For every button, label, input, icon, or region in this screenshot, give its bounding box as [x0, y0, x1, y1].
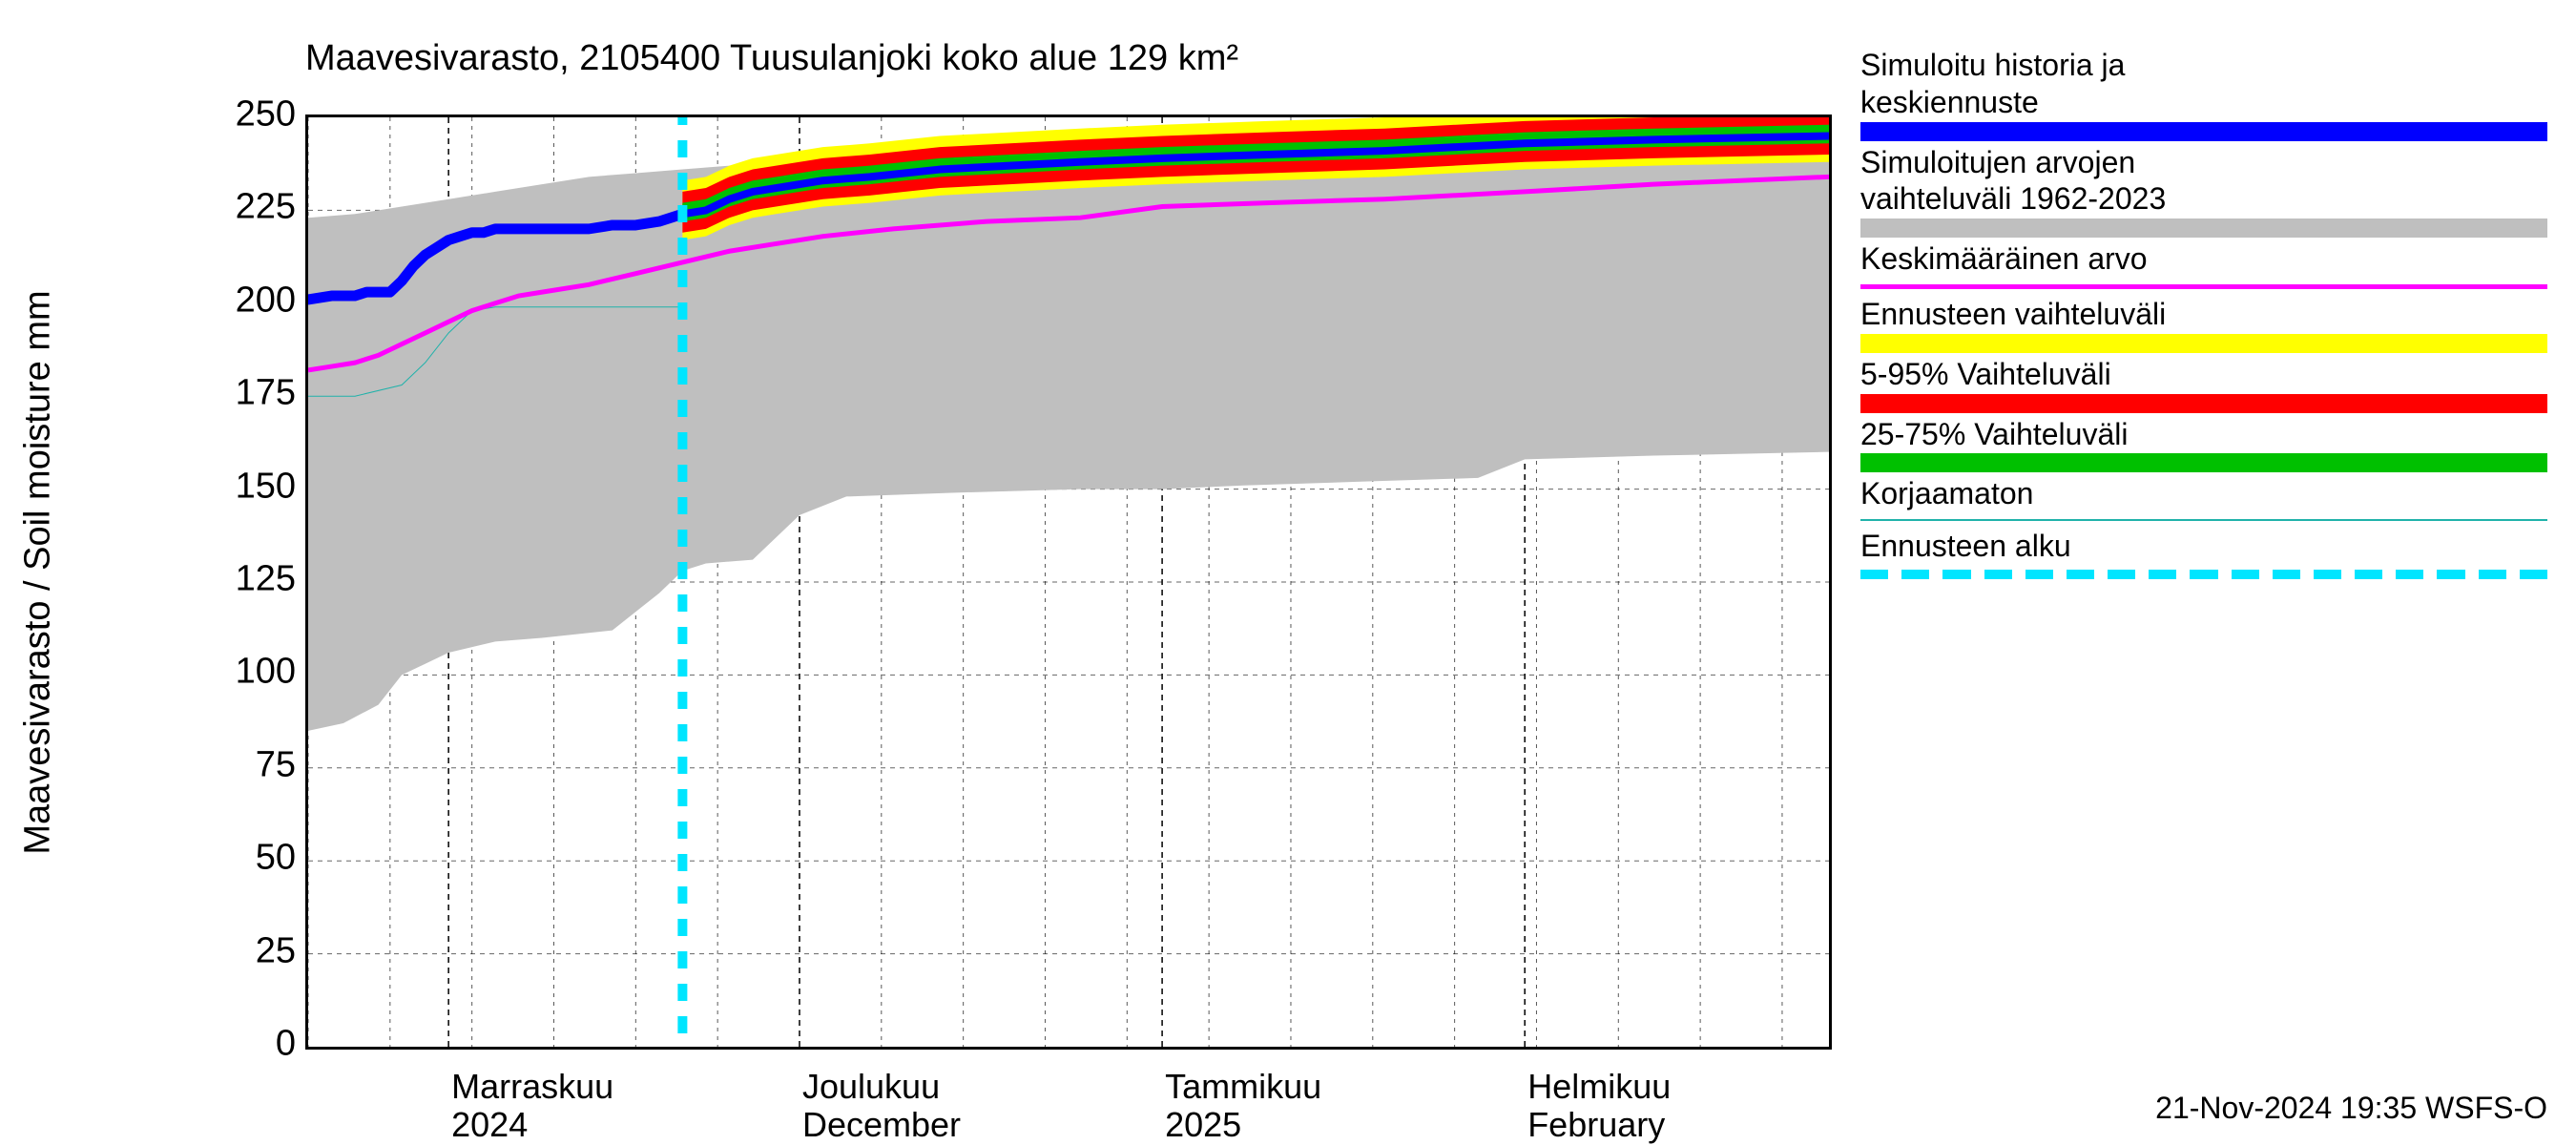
legend-entry: Ennusteen vaihteluväli [1860, 297, 2547, 353]
legend-entry: 5-95% Vaihteluväli [1860, 357, 2547, 413]
legend-text: 25-75% Vaihteluväli [1860, 417, 2547, 452]
x-month-sublabel: 2024 [451, 1105, 528, 1145]
legend-swatch [1860, 219, 2547, 238]
legend-text: Korjaamaton [1860, 476, 2547, 511]
y-tick-label: 0 [200, 1024, 296, 1065]
x-month-label: Joulukuu [802, 1067, 940, 1107]
x-month-sublabel: December [802, 1105, 961, 1145]
series-historical-band [308, 125, 1829, 731]
y-tick-label: 50 [200, 838, 296, 879]
y-tick-label: 25 [200, 930, 296, 971]
y-tick-label: 200 [200, 280, 296, 321]
legend-text: Simuloitujen arvojen [1860, 145, 2547, 180]
legend-text: 5-95% Vaihteluväli [1860, 357, 2547, 392]
y-tick-label: 75 [200, 744, 296, 785]
legend-text: Simuloitu historia ja [1860, 48, 2547, 83]
legend-entry: Korjaamaton [1860, 476, 2547, 521]
plot-area [305, 114, 1832, 1050]
legend-dashed [1860, 570, 2547, 579]
legend-swatch [1860, 394, 2547, 413]
legend-entry: 25-75% Vaihteluväli [1860, 417, 2547, 473]
legend: Simuloitu historia jakeskiennusteSimuloi… [1860, 48, 2547, 585]
y-tick-label: 175 [200, 373, 296, 414]
legend-entry: Ennusteen alku [1860, 529, 2547, 579]
y-tick-label: 150 [200, 466, 296, 507]
legend-text: keskiennuste [1860, 85, 2547, 120]
x-month-label: Tammikuu [1165, 1067, 1321, 1107]
legend-text: Ennusteen vaihteluväli [1860, 297, 2547, 332]
plot-svg [308, 117, 1829, 1047]
x-month-sublabel: 2025 [1165, 1105, 1241, 1145]
legend-text: Keskimääräinen arvo [1860, 241, 2547, 277]
chart-title: Maavesivarasto, 2105400 Tuusulanjoki kok… [305, 38, 1238, 79]
y-axis-label: Maavesivarasto / Soil moisture mm [18, 290, 59, 854]
legend-entry: Simuloitujen arvojenvaihteluväli 1962-20… [1860, 145, 2547, 239]
x-labels: Marraskuu2024 JoulukuuDecember Tammikuu202… [305, 1059, 1832, 1145]
legend-swatch [1860, 122, 2547, 141]
x-month-sublabel: February [1527, 1105, 1665, 1145]
legend-swatch [1860, 334, 2547, 353]
footer-timestamp: 21-Nov-2024 19:35 WSFS-O [2155, 1091, 2547, 1126]
y-tick-label: 100 [200, 652, 296, 693]
chart-container: Maavesivarasto, 2105400 Tuusulanjoki kok… [0, 0, 2576, 1145]
legend-entry: Simuloitu historia jakeskiennuste [1860, 48, 2547, 141]
legend-text: vaihteluväli 1962-2023 [1860, 181, 2547, 217]
legend-line [1860, 519, 2547, 521]
legend-entry: Keskimääräinen arvo [1860, 241, 2547, 289]
x-month-label: Helmikuu [1527, 1067, 1671, 1107]
y-tick-label: 125 [200, 559, 296, 600]
legend-swatch [1860, 453, 2547, 472]
x-month-label: Marraskuu [451, 1067, 613, 1107]
y-tick-label: 225 [200, 187, 296, 228]
y-ticks: 0255075100125150175200225250 [191, 114, 296, 1050]
y-tick-label: 250 [200, 94, 296, 135]
legend-line [1860, 284, 2547, 289]
legend-text: Ennusteen alku [1860, 529, 2547, 564]
